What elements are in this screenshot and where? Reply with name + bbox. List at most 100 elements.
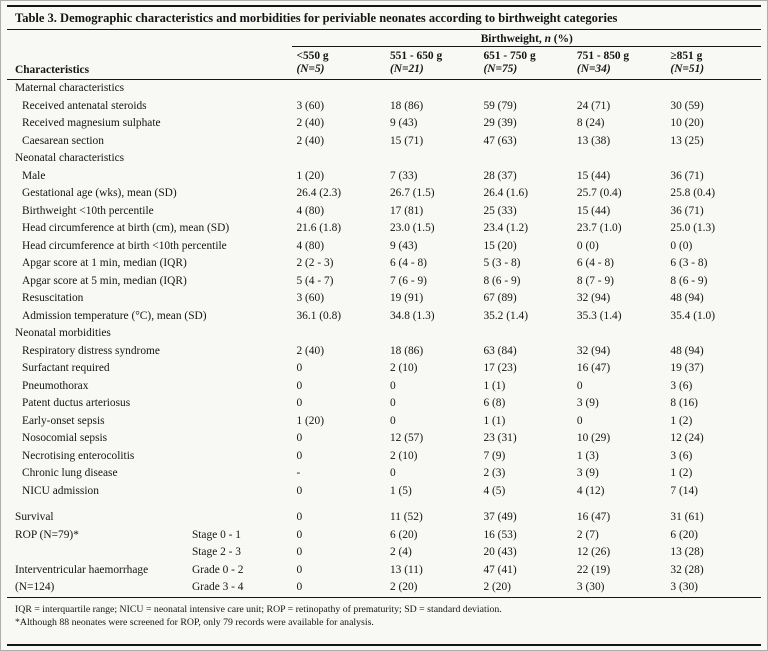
footnote-abbreviations: IQR = interquartile range; NICU = neonat… [15,603,502,615]
row-label: Received magnesium sulphate [22,117,161,129]
row-sublabel [188,448,293,466]
value-cell: 3 (9) [576,467,599,479]
value-cell: 32 (28) [670,563,704,576]
value-cell: 22 (19) [576,563,611,576]
table-row: Early-onset sepsis 1 (20) 0 1 (1) 0 1 (2) [7,413,761,431]
table-row: Resuscitation 3 (60) 19 (91) 67 (89) 32 (94)… [7,290,761,308]
section-label: Maternal characteristics [15,82,125,94]
spacer [7,629,761,645]
value-cell: 15 (44) [576,204,611,217]
value-cell: 0 [296,397,303,409]
value-cell: 1 (3) [576,449,599,462]
value-cell: 7 (6 - 9) [389,274,427,287]
table-row: Apgar score at 1 min, median (IQR) 2 (2 -… [7,255,761,273]
sample-size: (N=34) [576,63,611,75]
column-header: 551 - 650 g (N=21) [385,46,480,80]
value-cell: 2 (3) [483,467,506,479]
table-row: Gestational age (wks), mean (SD) 26.4 (2.… [7,185,761,203]
value-cell: 0 [296,581,303,593]
row-label: Interventricular haemorrhage [15,563,149,576]
table-row: Received antenatal steroids 3 (60) 18 (86)… [7,98,761,116]
value-cell: 23 (31) [483,432,517,444]
table-row: Received magnesium sulphate 2 (40) 9 (43) 2… [7,115,761,133]
row-sublabel [188,395,293,413]
value-cell: 6 (4 - 8) [389,257,427,269]
value-cell: 47 (41) [483,563,517,576]
table-row: Head circumference at birth <10th percen… [7,238,761,256]
section-row: Maternal characteristics [7,80,761,98]
value-cell: 15 (20) [483,239,517,252]
birthweight-range: 651 - 750 g [483,50,536,62]
value-cell: 23.7 (1.0) [576,222,622,234]
value-cell: 0 [296,484,303,497]
bottom-rule [7,644,761,646]
characteristics-header: Characteristics [7,46,293,80]
value-cell: 6 (20) [389,528,418,541]
value-cell: 47 (63) [483,134,517,147]
value-cell: 15 (44) [576,169,611,182]
value-cell: 17 (81) [389,204,424,217]
value-cell: 26.7 (1.5) [389,187,435,199]
value-cell: 8 (6 - 9) [483,274,521,287]
value-cell: 35.3 (1.4) [576,309,622,322]
table-row: Necrotising enterocolitis 0 2 (10) 7 (9) 1 (… [7,448,761,466]
value-cell: 3 (60) [296,99,324,112]
column-header: ≥851 g (N=51) [666,46,761,80]
value-cell: 36 (71) [670,204,704,217]
value-cell: 2 (10) [389,362,418,374]
row-sublabel: Grade 3 - 4 [191,581,244,593]
value-cell: 0 [296,511,303,523]
value-cell: 1 (20) [296,169,324,182]
row-sublabel [188,430,293,448]
value-cell: 2 (20) [389,581,418,593]
row-sublabel [188,203,293,221]
top-rule [7,5,761,7]
value-cell: 16 (47) [576,511,611,523]
value-cell: 32 (94) [576,344,611,357]
value-cell: 25.7 (0.4) [576,187,622,199]
row-label: Birthweight <10th percentile [22,204,154,217]
sample-size: (N=75) [483,63,518,75]
table-row: Stage 2 - 3 0 2 (4) 20 (43) 12 (26) 13 (28) [7,544,761,562]
value-cell: 19 (37) [670,362,704,374]
value-cell: 2 (20) [483,581,511,593]
value-cell: 28 (37) [483,169,517,182]
row-sublabel: Stage 0 - 1 [191,528,241,541]
table-row: (N=124) Grade 3 - 4 0 2 (20) 2 (20) 3 (30) 3 (… [7,579,761,597]
row-sublabel: Grade 0 - 2 [191,563,244,576]
row-sublabel [188,133,293,151]
value-cell: 37 (49) [483,511,517,523]
table-row: Male 1 (20) 7 (33) 28 (37) 15 (44) 36 (71) [7,168,761,186]
value-cell: 0 [389,467,396,479]
row-label: ROP (N=79)* [15,528,79,541]
value-cell: 15 (71) [389,134,424,147]
value-cell: 11 (52) [389,511,423,523]
table-row: Apgar score at 5 min, median (IQR) 5 (4 -… [7,273,761,291]
footnote-rop-note: *Although 88 neonates were screened for … [15,616,374,628]
value-cell: 18 (86) [389,344,424,357]
row-sublabel [188,465,293,483]
group-header-spacer [7,30,292,47]
value-cell: 2 (10) [389,449,418,462]
row-label: Chronic lung disease [22,467,118,479]
value-cell: 0 (0) [670,239,693,252]
row-sublabel: Stage 2 - 3 [191,546,241,558]
row-sublabel [188,413,293,431]
value-cell: 1 (2) [670,414,693,427]
value-cell: 29 (39) [483,117,517,129]
table-row: Interventricular haemorrhage Grade 0 - 2 0… [7,562,761,580]
value-cell: 34.8 (1.3) [389,309,435,322]
table-row: Nosocomial sepsis 0 12 (57) 23 (31) 10 (29) 1… [7,430,761,448]
row-label: Head circumference at birth (cm), mean (… [22,222,230,234]
value-cell: 8 (16) [670,397,698,409]
row-sublabel [188,378,293,396]
value-cell: 20 (43) [483,546,517,558]
value-cell: 0 [389,379,396,392]
value-cell: 9 (43) [389,239,418,252]
value-cell: 25.0 (1.3) [670,222,716,234]
value-cell: 3 (30) [576,581,605,593]
value-cell: 21.6 (1.8) [296,222,342,234]
table-row: Survival 0 11 (52) 37 (49) 16 (47) 31 (61) [7,509,761,527]
value-cell: 67 (89) [483,292,517,304]
